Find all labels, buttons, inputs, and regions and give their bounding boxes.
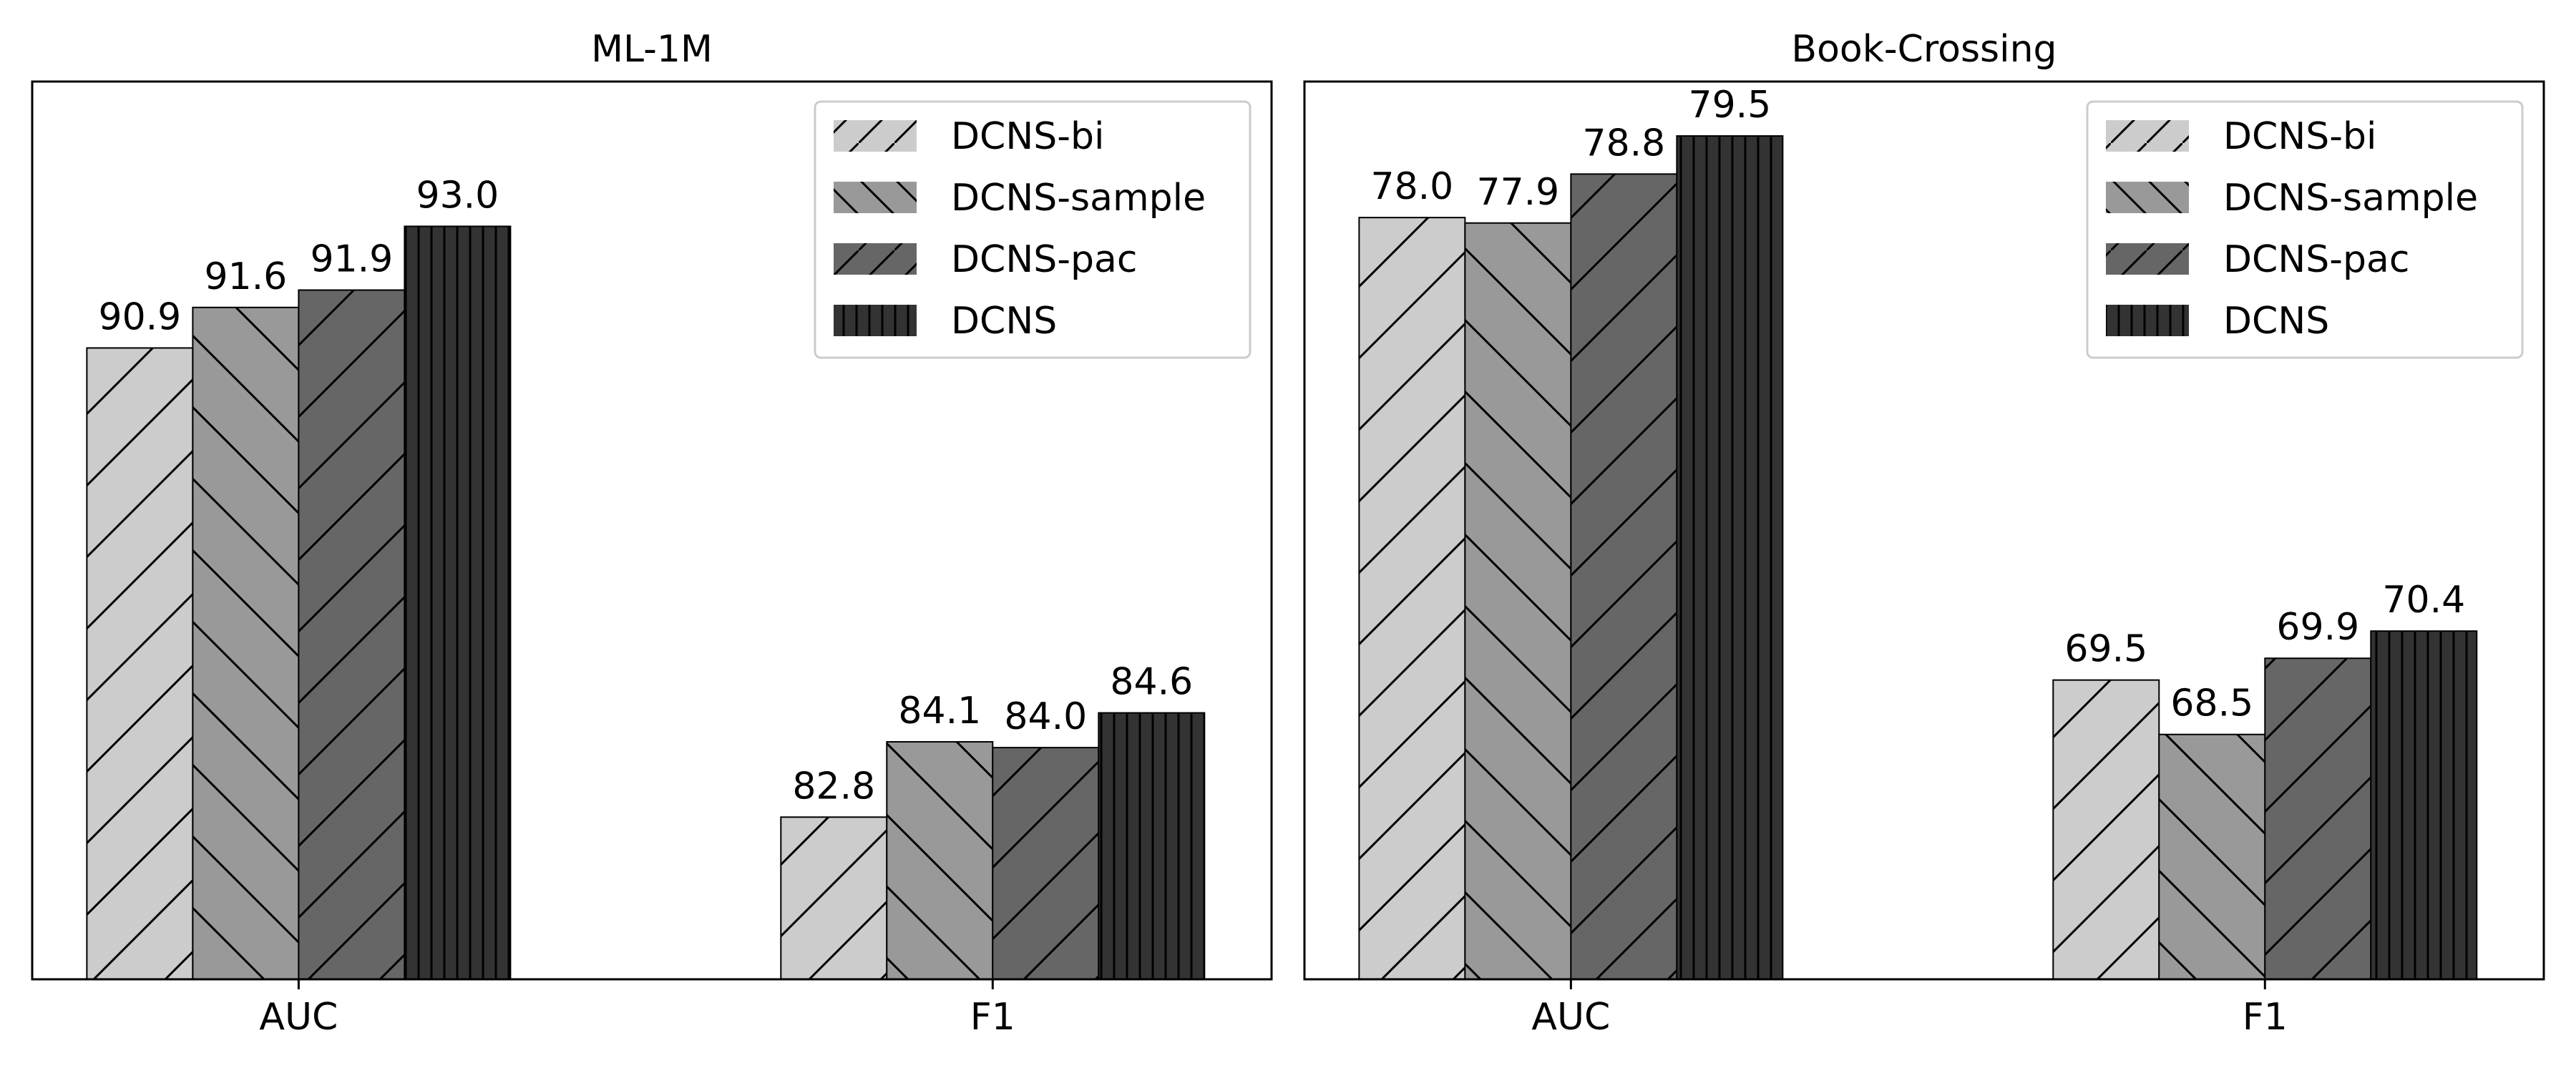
bar-dcns-sample-auc bbox=[192, 306, 300, 981]
value-label: 69.9 bbox=[2276, 606, 2359, 649]
legend-swatch-dcns bbox=[2106, 305, 2189, 336]
bar-dcns-f1 bbox=[2370, 630, 2478, 980]
bar-dcns-sample-f1 bbox=[2158, 733, 2266, 981]
bar-dcns-pac-auc bbox=[298, 289, 406, 980]
x-axis-ticks: AUC F1 bbox=[1531, 979, 2288, 1039]
value-label: 84.1 bbox=[898, 690, 981, 733]
bars-group bbox=[1358, 135, 2478, 981]
legend-box bbox=[814, 100, 1252, 359]
legend-swatch-dcns-bi bbox=[2106, 120, 2189, 152]
legend-box bbox=[2086, 100, 2524, 359]
bar-dcns-sample-auc bbox=[1464, 222, 1572, 980]
bar-dcns-pac-f1 bbox=[2264, 657, 2372, 980]
value-labels-group: 90.9 91.6 91.9 93.0 82.8 84.1 84.0 84.6 bbox=[98, 174, 1193, 808]
legend-label: DCNS-bi bbox=[951, 115, 1104, 158]
bar-dcns-bi-auc bbox=[1358, 217, 1466, 981]
value-label: 69.5 bbox=[2064, 628, 2147, 671]
bar-dcns-bi-auc bbox=[86, 347, 194, 980]
bar-dcns-bi-f1 bbox=[780, 816, 888, 980]
value-label: 82.8 bbox=[792, 765, 875, 808]
subplot-ml-1m: ML-1M 90.9 91.6 91.9 93.0 82.8 84.1 84.0 84.6 A… bbox=[31, 28, 1273, 1039]
legend-label: DCNS-sample bbox=[2223, 177, 2478, 220]
legend-label: DCNS-sample bbox=[951, 177, 1206, 220]
value-label: 78.8 bbox=[1582, 122, 1665, 165]
legend-swatch-dcns-bi bbox=[834, 120, 917, 152]
legend: DCNS-bi DCNS-sample DCNS-pac DCNS bbox=[2086, 100, 2524, 359]
bar-dcns-f1 bbox=[1098, 712, 1206, 980]
value-label: 70.4 bbox=[2382, 579, 2465, 622]
legend-swatch-dcns-pac bbox=[2106, 243, 2189, 275]
value-label: 79.5 bbox=[1688, 84, 1771, 127]
value-label: 78.0 bbox=[1370, 165, 1453, 208]
x-tick-label: F1 bbox=[970, 996, 1015, 1039]
subplot-title: ML-1M bbox=[591, 28, 713, 71]
plot-frame bbox=[31, 80, 1273, 981]
bar-dcns-auc bbox=[404, 225, 512, 981]
value-labels-group: 78.0 77.9 78.8 79.5 69.5 68.5 69.9 70.4 bbox=[1370, 84, 2465, 725]
legend-label: DCNS-bi bbox=[2223, 115, 2376, 158]
bar-dcns-bi-f1 bbox=[2052, 679, 2160, 981]
value-label: 91.9 bbox=[310, 237, 393, 280]
x-tick-label: AUC bbox=[259, 996, 338, 1039]
value-label: 91.6 bbox=[204, 255, 287, 298]
value-label: 90.9 bbox=[98, 295, 181, 338]
value-label: 68.5 bbox=[2170, 682, 2253, 725]
legend-label: DCNS-pac bbox=[2223, 238, 2409, 281]
legend: DCNS-bi DCNS-sample DCNS-pac DCNS bbox=[814, 100, 1252, 359]
x-tick-label: AUC bbox=[1531, 996, 1610, 1039]
bar-dcns-auc bbox=[1676, 135, 1784, 981]
legend-label: DCNS bbox=[951, 300, 1057, 343]
subplot-book-crossing: Book-Crossing 78.0 77.9 78.8 79.5 69.5 68.5 69… bbox=[1303, 28, 2545, 1039]
value-label: 84.6 bbox=[1110, 661, 1193, 704]
legend-swatch-dcns-pac bbox=[834, 243, 917, 275]
legend-label: DCNS-pac bbox=[951, 238, 1137, 281]
legend-swatch-dcns-sample bbox=[2106, 182, 2189, 213]
subplot-title: Book-Crossing bbox=[1791, 28, 2057, 71]
value-label: 84.0 bbox=[1004, 695, 1087, 738]
bar-dcns-sample-f1 bbox=[886, 741, 994, 980]
plot-frame bbox=[1303, 80, 2545, 981]
legend-swatch-dcns bbox=[834, 305, 917, 336]
legend-label: DCNS bbox=[2223, 300, 2329, 343]
bars-group bbox=[86, 225, 1206, 981]
x-tick-label: F1 bbox=[2243, 996, 2288, 1039]
x-axis-ticks: AUC F1 bbox=[259, 979, 1015, 1039]
bar-dcns-pac-auc bbox=[1570, 173, 1678, 981]
value-label: 93.0 bbox=[416, 174, 499, 217]
bar-dcns-pac-f1 bbox=[992, 747, 1100, 980]
legend-swatch-dcns-sample bbox=[834, 182, 917, 213]
value-label: 77.9 bbox=[1476, 171, 1559, 214]
